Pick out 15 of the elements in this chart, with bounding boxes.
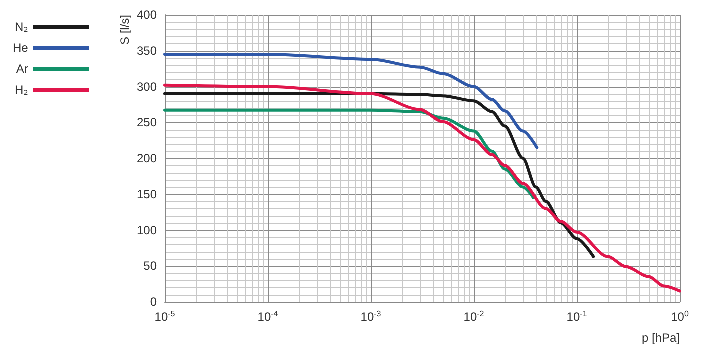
y-tick-label: 400	[136, 8, 158, 22]
y-tick-label: 100	[136, 223, 158, 238]
x-axis-title: p [hPa]	[642, 331, 680, 345]
legend-label: H₂	[15, 83, 29, 97]
y-tick-label: 0	[150, 295, 158, 309]
y-tick-label: 150	[136, 187, 158, 202]
y-tick-label: 200	[136, 152, 158, 166]
legend-label: N₂	[15, 20, 29, 34]
y-axis-title: S [l/s]	[118, 15, 132, 46]
y-tick-label: 50	[144, 259, 158, 274]
y-tick-label: 350	[136, 44, 158, 58]
legend-label: Ar	[16, 62, 28, 76]
y-tick-label: 250	[136, 116, 158, 130]
y-tick-label: 300	[136, 80, 158, 94]
legend-label: He	[12, 41, 29, 55]
